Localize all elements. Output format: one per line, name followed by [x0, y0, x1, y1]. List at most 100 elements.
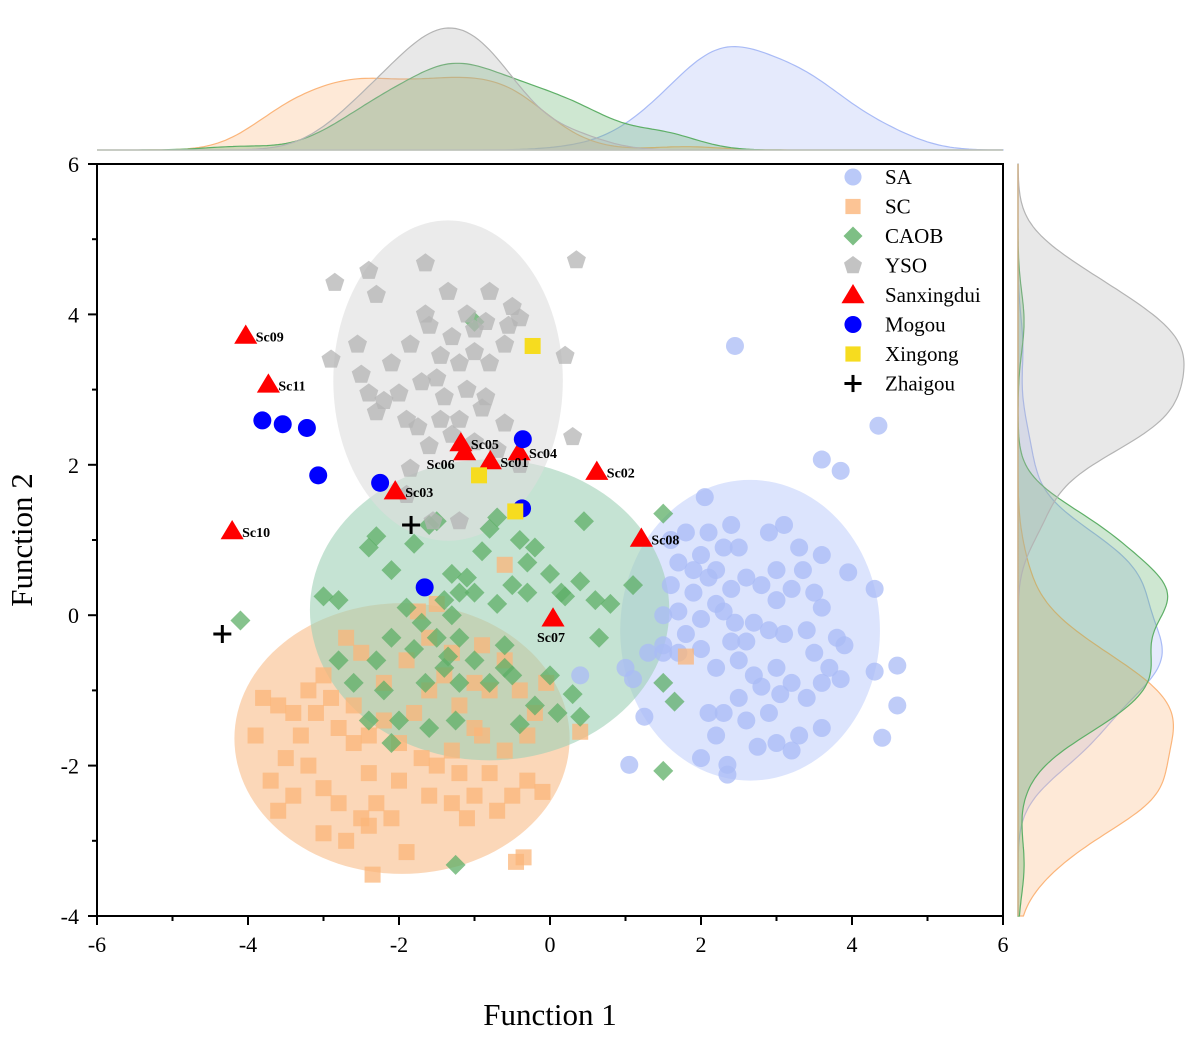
point-label: Sc01 — [500, 456, 528, 471]
sa-point — [790, 538, 809, 557]
mogou-point — [309, 466, 328, 485]
sa-point — [744, 613, 763, 632]
sa-point — [835, 636, 854, 655]
sa-point — [684, 583, 703, 602]
legend-item-sc: SC — [845, 195, 911, 219]
point-label: Sc10 — [242, 526, 270, 541]
caob-point — [445, 854, 466, 875]
sa-point — [722, 579, 741, 598]
zhaigou-point — [213, 625, 232, 643]
caob-point — [343, 672, 364, 693]
sc-point — [474, 727, 491, 744]
sc-point — [508, 853, 525, 870]
sa-point — [692, 749, 710, 768]
sa-point — [812, 719, 831, 737]
caob-point — [570, 706, 591, 727]
sa-point — [797, 621, 816, 640]
sc-point — [255, 689, 272, 706]
mogou-point — [415, 578, 434, 597]
right-marginal-density — [1017, 163, 1185, 917]
sa-point — [782, 741, 801, 760]
sa-point — [718, 765, 737, 784]
sanxingdui-point — [234, 324, 258, 344]
sanxingdui-point — [220, 519, 244, 540]
sa-point — [699, 703, 718, 722]
yso-point — [427, 368, 447, 387]
sanxingdui-point — [541, 607, 565, 627]
sa-point — [707, 658, 726, 677]
sa-point — [752, 677, 771, 696]
legend: SA SC CAOB YSO Sanxingdui Mogou Xingong Zhaigou — [841, 165, 981, 396]
yso-point — [419, 436, 439, 455]
caob-point — [517, 552, 538, 573]
sa-point — [692, 640, 710, 659]
sa-right-density — [1017, 164, 1163, 916]
caob-point — [456, 567, 477, 588]
sa-point — [869, 416, 888, 435]
point-label: Sc04 — [529, 447, 557, 462]
point-label: Sc06 — [427, 458, 455, 473]
sa-point — [620, 755, 639, 774]
yso-point — [419, 315, 439, 334]
yso-point — [449, 353, 469, 372]
yso-point — [389, 383, 409, 402]
legend-label: Sanxingdui — [885, 283, 981, 307]
sc-point — [677, 648, 694, 665]
sc-point — [270, 802, 287, 819]
point-label: Sc05 — [471, 438, 499, 453]
caob-point — [479, 672, 500, 693]
caob-point — [589, 627, 610, 648]
sc-point — [285, 704, 302, 721]
sa-point — [767, 658, 786, 677]
point-label: Sc07 — [537, 631, 565, 646]
sanxingdui-point — [453, 441, 477, 461]
caob-point — [464, 582, 485, 603]
sc-point — [406, 704, 423, 721]
caob-point — [540, 563, 560, 584]
sc-point — [360, 817, 377, 834]
sa-point — [782, 673, 801, 692]
yso-point — [480, 281, 500, 300]
sa-point — [725, 336, 744, 355]
point-label: Sc08 — [651, 533, 679, 548]
sc-point — [398, 652, 415, 669]
sa-point — [812, 450, 831, 469]
mogou-point — [371, 473, 390, 492]
sc-point — [360, 727, 377, 744]
caob-point — [328, 590, 349, 611]
sc-point — [345, 735, 362, 752]
sc-point — [519, 772, 536, 789]
caob-point — [502, 665, 523, 686]
yso-point — [325, 272, 345, 291]
sc-point — [443, 795, 460, 812]
caob-point — [600, 593, 621, 614]
sc-point — [481, 765, 498, 782]
caob-point — [373, 680, 394, 701]
sc-point — [383, 810, 400, 827]
sc-point — [496, 742, 513, 759]
sa-point — [669, 602, 688, 621]
yso-point — [457, 304, 477, 323]
sa-point — [729, 538, 748, 557]
sa-point — [752, 576, 771, 595]
sc-point — [451, 765, 468, 782]
yso-point — [351, 364, 371, 383]
yso-point — [457, 379, 477, 398]
legend-item-zhaigou: Zhaigou — [844, 372, 955, 396]
caob-point — [479, 518, 500, 539]
caob-point — [415, 672, 436, 693]
point-label: Sc11 — [278, 379, 305, 394]
x-tick-label: 4 — [847, 932, 858, 957]
sanxingdui-point — [585, 460, 609, 480]
caob-point — [381, 560, 402, 581]
caob-point — [502, 575, 523, 596]
sc-point — [262, 772, 279, 789]
caob-point — [366, 650, 387, 671]
sanxingdui-point — [629, 527, 653, 547]
caob-legend-marker — [843, 226, 863, 246]
sa-point — [737, 632, 756, 651]
yso-point — [480, 353, 500, 372]
sa-point — [684, 561, 703, 580]
